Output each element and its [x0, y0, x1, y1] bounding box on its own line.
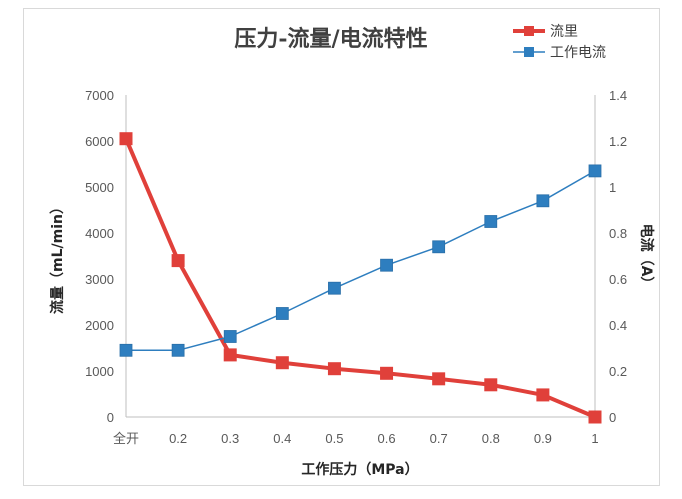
data-point-current [484, 215, 498, 228]
y2-tick-label: 0.4 [609, 318, 627, 333]
y2-tick-label: 0.2 [609, 364, 627, 379]
x-axis-title: 工作压力（MPa） [301, 461, 418, 478]
tick-labels: 全开 0.2 0.3 0.4 0.5 0.6 0.7 0.8 0.9 10100020003000… [85, 88, 627, 446]
y-tick-label: 6000 [85, 134, 114, 149]
y-tick-label: 5000 [85, 180, 114, 195]
chart-title: 压力-流量/电流特性 [234, 26, 427, 52]
x-tick-label: 0.8 [482, 431, 500, 446]
x-tick-label: 0.4 [273, 431, 291, 446]
x-tick-label: 0.9 [534, 431, 552, 446]
data-point-current [432, 240, 446, 254]
data-point-current [536, 194, 550, 208]
series-line-flow [124, 137, 596, 419]
data-point-flow [588, 410, 602, 424]
y2-tick-label: 0.8 [609, 226, 627, 241]
y-tick-label: 2000 [85, 318, 114, 333]
data-point-flow [171, 254, 185, 268]
legend-item-flow: 流里 [513, 24, 578, 40]
legend-swatch-current-marker [524, 47, 534, 57]
y-tick-label: 0 [107, 410, 114, 425]
data-point-flow [119, 132, 133, 146]
data-point-current [275, 307, 289, 320]
series-line-current [126, 170, 596, 352]
data-point-flow [380, 366, 394, 380]
y2-tick-label: 0 [609, 410, 616, 425]
x-tick-label: 1 [591, 431, 598, 446]
y-tick-label: 4000 [85, 226, 114, 241]
x-tick-label: 0.5 [325, 431, 343, 446]
chart-frame [23, 8, 660, 486]
y-tick-label: 7000 [85, 88, 114, 103]
data-point-current [380, 258, 393, 272]
y-tick-label: 3000 [85, 272, 114, 287]
legend-label-flow: 流里 [550, 24, 578, 40]
legend-label-current: 工作电流 [550, 45, 606, 61]
x-tick-label: 0.6 [378, 431, 396, 446]
axes [125, 95, 596, 418]
y-tick-label: 1000 [85, 364, 114, 379]
y-axis-title: 流量（mL/min） [49, 200, 66, 314]
y2-tick-label: 1.4 [609, 88, 627, 103]
data-point-current [171, 343, 185, 357]
data-point-flow [484, 378, 498, 392]
legend-swatch-flow-marker [524, 26, 534, 36]
x-tick-label: 0.2 [169, 431, 187, 446]
series-layer [119, 132, 602, 424]
legend-item-current: 工作电流 [513, 45, 606, 61]
y2-tick-label: 1 [609, 180, 616, 195]
data-point-current [223, 330, 237, 343]
data-point-current [119, 343, 133, 357]
data-point-flow [432, 372, 446, 386]
y2-axis-title: 电流（A） [638, 224, 655, 291]
x-tick-label: 0.7 [430, 431, 448, 446]
data-point-flow [275, 356, 289, 370]
data-point-flow [327, 362, 341, 376]
data-point-flow [536, 388, 550, 402]
data-point-current [328, 281, 341, 295]
y2-tick-label: 0.6 [609, 272, 627, 287]
y2-tick-label: 1.2 [609, 134, 627, 149]
legend: 流里 工作电流 [513, 24, 606, 61]
data-point-flow [223, 348, 237, 362]
data-point-current [588, 164, 602, 178]
x-tick-label: 0.3 [221, 431, 239, 446]
x-tick-label: 全开 [113, 431, 139, 446]
